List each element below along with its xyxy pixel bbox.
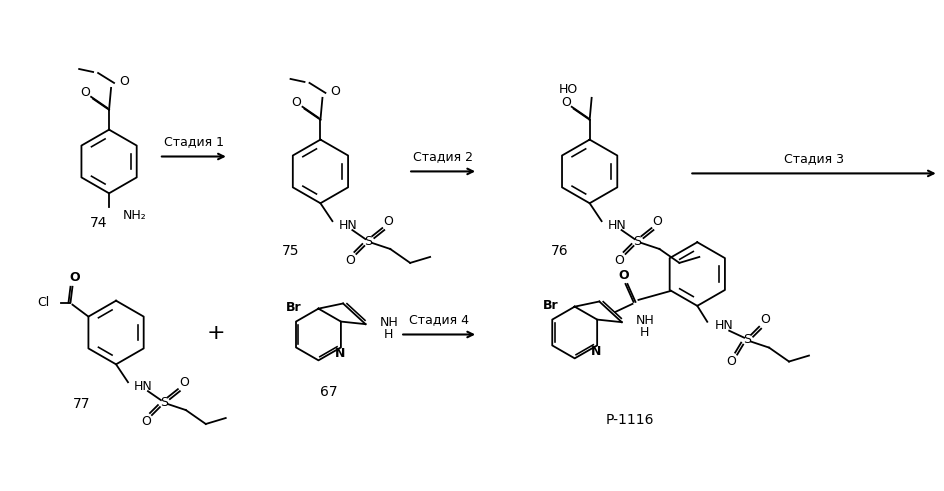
- Text: HN: HN: [608, 218, 627, 232]
- Text: Стадия 4: Стадия 4: [409, 314, 469, 327]
- Text: O: O: [760, 313, 770, 327]
- Text: +: +: [207, 323, 225, 343]
- Text: HN: HN: [716, 319, 734, 332]
- Text: O: O: [383, 215, 394, 228]
- Text: 77: 77: [73, 397, 90, 411]
- Text: HN: HN: [338, 218, 357, 232]
- Text: N: N: [591, 345, 601, 358]
- Text: O: O: [119, 76, 129, 88]
- Text: Cl: Cl: [37, 296, 49, 309]
- Text: HN: HN: [134, 380, 153, 393]
- Text: O: O: [652, 215, 663, 228]
- Text: O: O: [69, 272, 80, 284]
- Text: 67: 67: [320, 385, 337, 399]
- Text: O: O: [615, 254, 625, 268]
- Text: 76: 76: [551, 244, 568, 258]
- Text: O: O: [179, 376, 189, 389]
- Text: O: O: [561, 96, 571, 109]
- Text: NH: NH: [379, 316, 398, 328]
- Text: Стадия 2: Стадия 2: [413, 150, 473, 164]
- Text: NH: NH: [635, 314, 654, 327]
- Text: S: S: [633, 235, 642, 247]
- Text: P-1116: P-1116: [605, 413, 654, 427]
- Text: O: O: [726, 355, 736, 368]
- Text: O: O: [346, 254, 355, 268]
- Text: 74: 74: [91, 216, 108, 230]
- Text: S: S: [364, 235, 372, 247]
- Text: O: O: [141, 415, 151, 429]
- Text: H: H: [640, 326, 649, 339]
- Text: Стадия 1: Стадия 1: [164, 136, 224, 149]
- Text: O: O: [330, 85, 340, 98]
- Text: H: H: [383, 327, 393, 341]
- Text: 75: 75: [282, 244, 299, 258]
- Text: HO: HO: [559, 83, 578, 96]
- Text: Br: Br: [543, 299, 558, 312]
- Text: S: S: [160, 396, 168, 409]
- Text: O: O: [292, 96, 301, 109]
- Text: Стадия 3: Стадия 3: [784, 152, 844, 165]
- Text: Br: Br: [286, 301, 302, 314]
- Text: NH₂: NH₂: [123, 209, 146, 221]
- Text: O: O: [618, 269, 629, 281]
- Text: S: S: [743, 333, 751, 346]
- Text: N: N: [335, 347, 346, 360]
- Text: O: O: [80, 86, 90, 99]
